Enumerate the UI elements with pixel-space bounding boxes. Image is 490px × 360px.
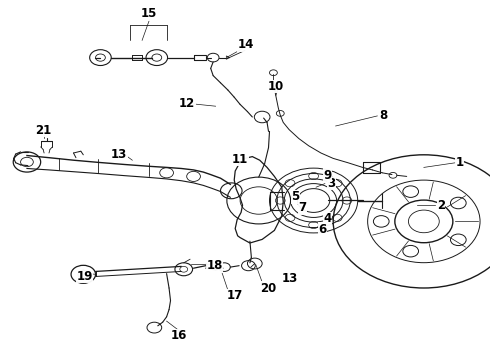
Text: 5: 5 xyxy=(292,190,299,203)
Text: 17: 17 xyxy=(227,289,244,302)
Text: 2: 2 xyxy=(437,199,445,212)
Text: 13: 13 xyxy=(111,148,127,161)
Text: 12: 12 xyxy=(179,97,196,110)
Text: 21: 21 xyxy=(35,124,51,137)
Text: 11: 11 xyxy=(232,153,248,166)
Text: 15: 15 xyxy=(140,7,157,20)
Text: 8: 8 xyxy=(380,109,388,122)
Text: 19: 19 xyxy=(76,270,93,283)
Text: 1: 1 xyxy=(456,156,464,169)
Text: 18: 18 xyxy=(206,259,223,272)
Text: 14: 14 xyxy=(238,39,254,51)
Text: 13: 13 xyxy=(282,273,298,285)
Text: 3: 3 xyxy=(327,177,335,190)
Text: 10: 10 xyxy=(267,80,284,93)
Text: 7: 7 xyxy=(298,201,306,214)
Text: 4: 4 xyxy=(323,212,331,225)
Text: 6: 6 xyxy=(318,223,326,236)
Text: 20: 20 xyxy=(260,282,277,294)
Text: 16: 16 xyxy=(171,329,187,342)
Text: 9: 9 xyxy=(323,169,331,182)
